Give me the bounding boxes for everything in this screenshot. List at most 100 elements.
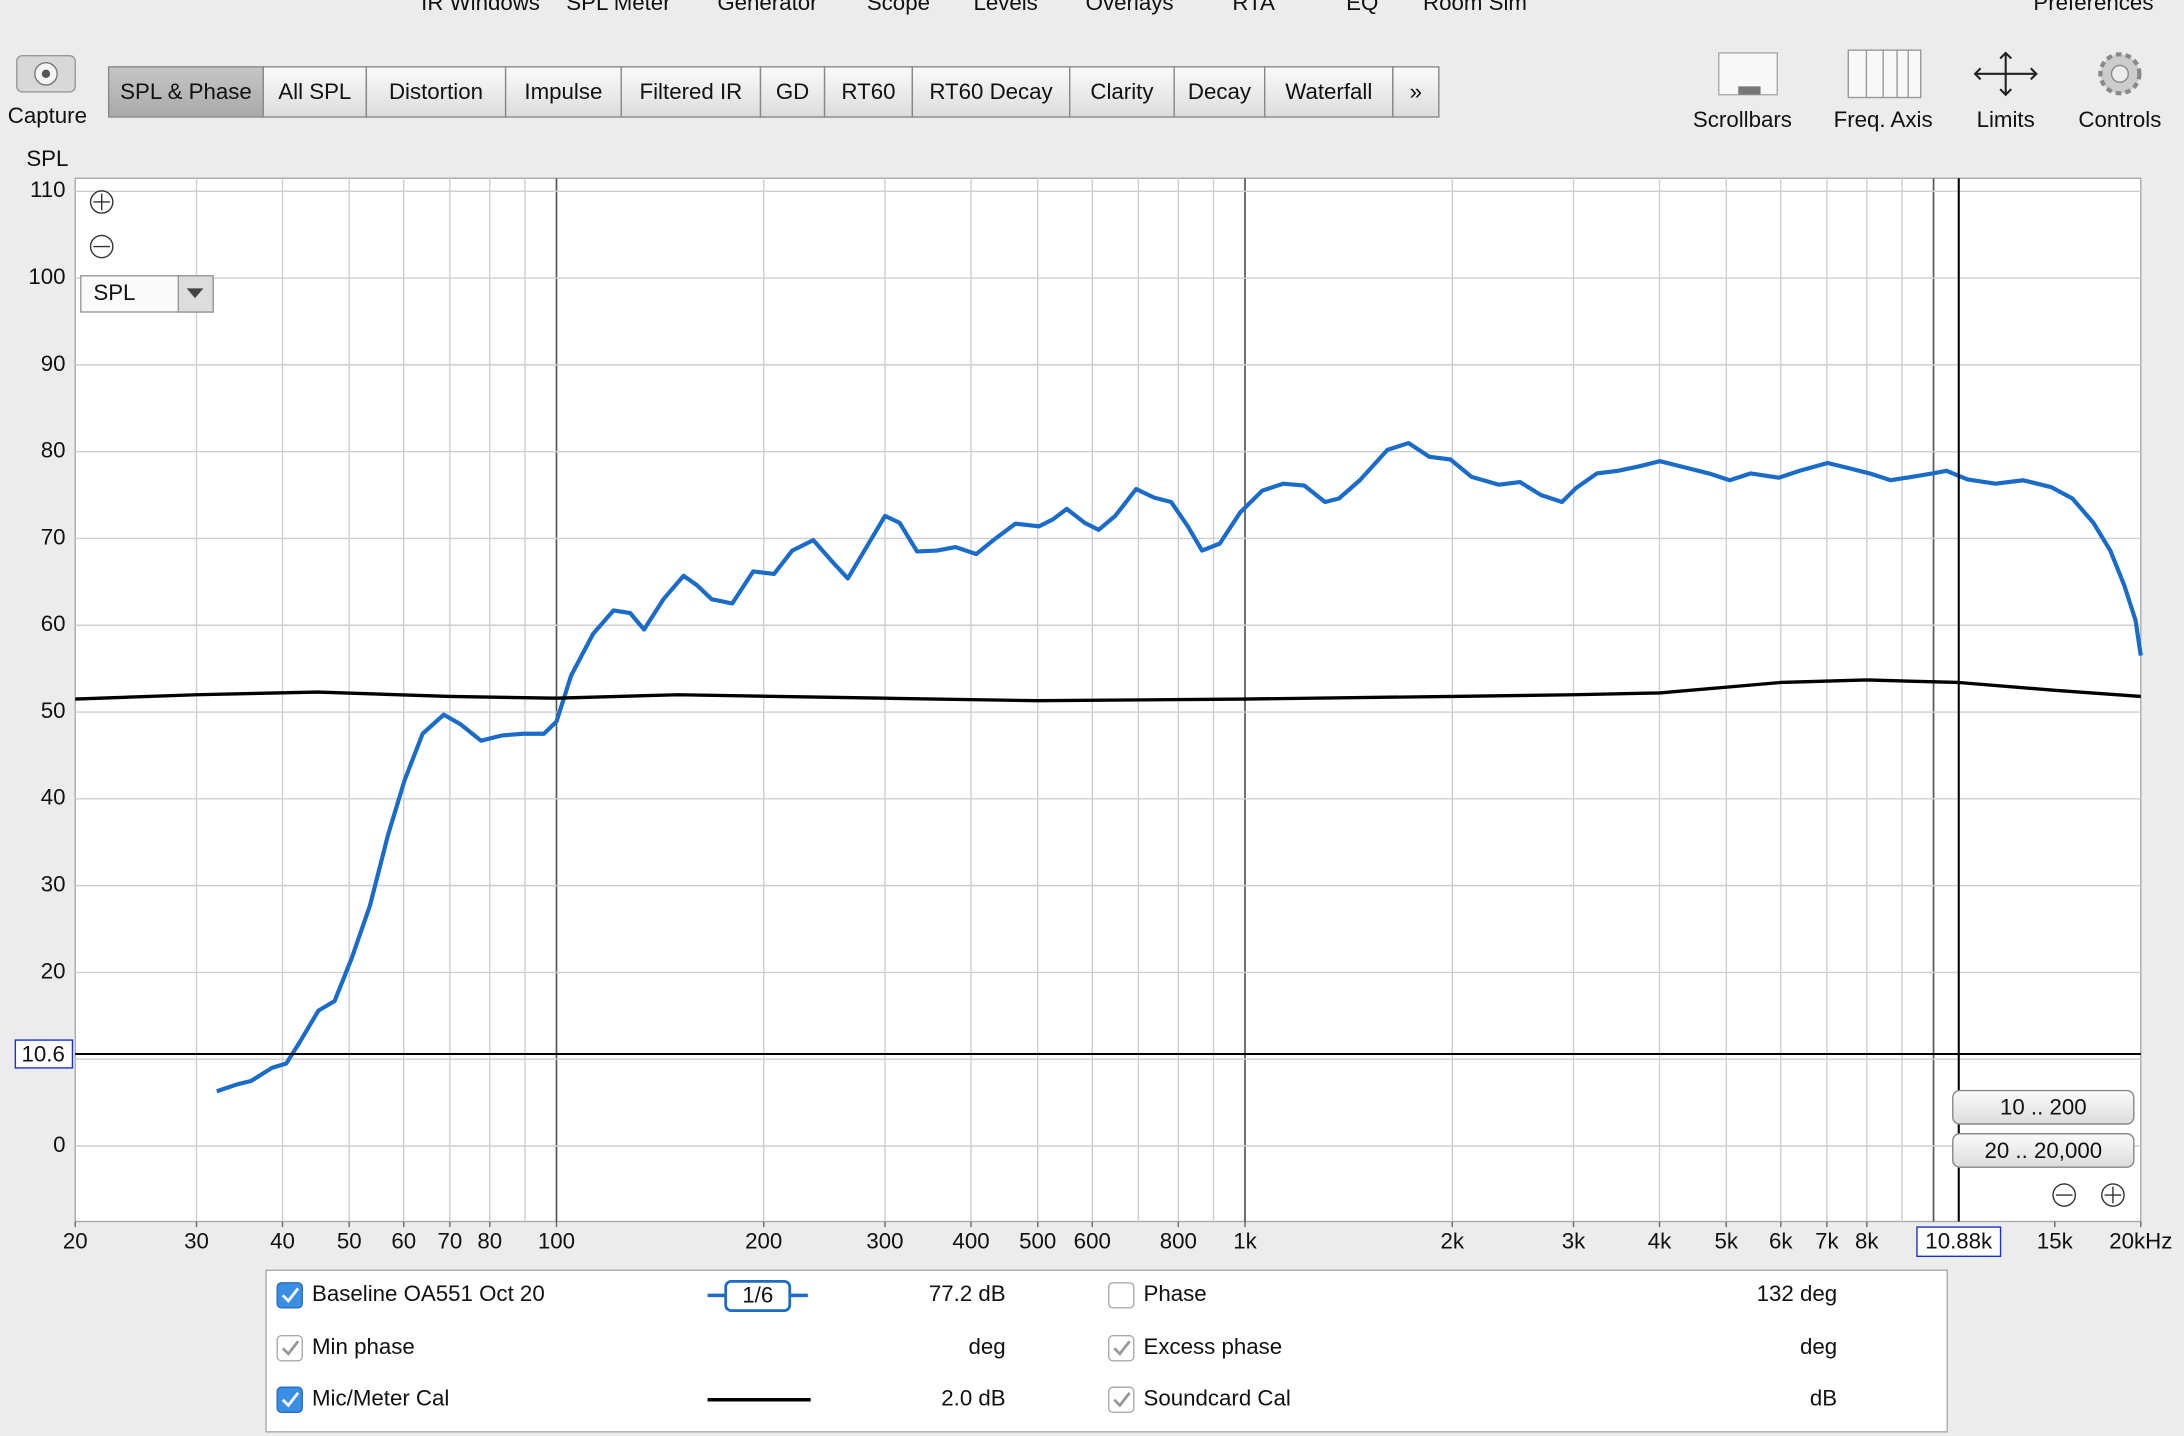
x-tick-label: 1k (1233, 1228, 1257, 1253)
x-tick-label: 5k (1715, 1228, 1739, 1253)
x-tick-label: 300 (866, 1228, 903, 1253)
scrollbars-icon[interactable] (1718, 52, 1778, 96)
dropdown-value[interactable]: SPL (93, 280, 135, 305)
legend-reading: deg (968, 1334, 1005, 1359)
tool-label[interactable]: Scrollbars (1693, 107, 1792, 132)
menu-item[interactable]: Room Sim (1423, 0, 1527, 15)
marks (75, 178, 2143, 1222)
checkbox[interactable] (1108, 1386, 1135, 1414)
smoothing-label[interactable]: 1/6 (742, 1283, 773, 1308)
menu-item[interactable]: Overlays (1086, 0, 1174, 15)
tab-label[interactable]: Impulse (524, 79, 602, 104)
zoom-button-label[interactable]: 20 .. 20,000 (1984, 1138, 2102, 1163)
cursor-y-label: 10.6 (22, 1041, 65, 1066)
tab-label[interactable]: Filtered IR (640, 79, 743, 104)
tab-label[interactable]: All SPL (278, 79, 351, 104)
legend-name: Mic/Meter Cal (312, 1386, 449, 1411)
y-tick-label: 90 (41, 351, 66, 376)
tab-label[interactable]: Waterfall (1285, 79, 1372, 104)
tool-label[interactable]: Freq. Axis (1834, 107, 1933, 132)
checkbox[interactable] (276, 1386, 303, 1414)
x-tick-label: 80 (477, 1228, 502, 1253)
zoom-button[interactable] (1952, 1089, 2135, 1125)
tab[interactable] (1264, 66, 1394, 118)
controls-icon[interactable] (2098, 52, 2142, 96)
menu-item[interactable]: EQ (1346, 0, 1378, 15)
capture-icon[interactable] (16, 55, 76, 93)
tab-label[interactable]: Clarity (1090, 79, 1154, 104)
tab-label[interactable]: RT60 (841, 79, 895, 104)
checkmark (1113, 1340, 1131, 1356)
smoothing-box[interactable] (724, 1280, 792, 1313)
checkbox[interactable] (276, 1335, 303, 1362)
zoom-x-in[interactable] (2101, 1183, 2125, 1207)
menu-item[interactable]: SPL Meter (566, 0, 671, 15)
menu-item[interactable]: IR Windows (421, 0, 540, 15)
checkbox[interactable] (1108, 1335, 1135, 1362)
tab[interactable] (504, 66, 622, 118)
tab-label[interactable]: SPL & Phase (120, 79, 252, 104)
menu-item[interactable]: Generator (717, 0, 818, 15)
x-tick-label: 20kHz (2109, 1228, 2172, 1253)
y-axis-label: SPL (26, 146, 68, 171)
x-tick-label: 4k (1648, 1228, 1672, 1253)
tab-label[interactable]: Decay (1188, 79, 1252, 104)
tab-label[interactable]: Distortion (389, 79, 483, 104)
tab-label[interactable]: GD (776, 79, 809, 104)
legend-reading: 132 deg (1757, 1281, 1837, 1306)
x-tick-label: 50 (337, 1228, 362, 1253)
cursor-y-box (14, 1039, 74, 1069)
checkmark (281, 1340, 300, 1356)
y-tick-label: 100 (28, 264, 65, 289)
legend-reading: 77.2 dB (929, 1281, 1006, 1306)
tool-label[interactable]: Controls (2078, 107, 2161, 132)
tab[interactable] (1069, 66, 1175, 118)
legend-name: Min phase (312, 1334, 415, 1359)
freq-axis-icon[interactable] (1847, 49, 1922, 99)
legend-reading: dB (1810, 1386, 1837, 1411)
x-tick-label: 800 (1160, 1228, 1197, 1253)
menu-item[interactable]: Scope (867, 0, 930, 15)
menu-item[interactable]: Levels (973, 0, 1037, 15)
legend-name: Baseline OA551 Oct 20 (312, 1281, 545, 1306)
y-tick-label: 60 (41, 611, 66, 636)
x-tick-label: 40 (270, 1228, 295, 1253)
y-tick-label: 110 (30, 177, 65, 202)
zoom-out[interactable] (89, 234, 114, 259)
checkbox[interactable] (276, 1282, 303, 1309)
zoom-button[interactable] (1952, 1133, 2135, 1168)
legend-name: Phase (1144, 1281, 1207, 1306)
zoom-button-label[interactable]: 10 .. 200 (2000, 1095, 2087, 1120)
zoom-in[interactable] (89, 190, 114, 214)
legend-name: Excess phase (1144, 1334, 1283, 1359)
limits-icon[interactable] (1973, 51, 2038, 97)
x-tick-label: 200 (745, 1228, 782, 1253)
legend-panel (265, 1269, 1948, 1433)
tab[interactable] (759, 66, 826, 118)
x-tick-label: 20 (63, 1228, 88, 1253)
zoom-x-out[interactable] (2052, 1183, 2077, 1207)
tab[interactable] (1392, 66, 1440, 118)
tab[interactable] (107, 66, 264, 118)
tab-label[interactable]: RT60 Decay (929, 79, 1053, 104)
tab[interactable] (365, 66, 507, 118)
x-tick-label: 15k (2037, 1228, 2074, 1253)
x-tick-label: 30 (184, 1228, 209, 1253)
capture-label[interactable]: Capture (8, 103, 87, 128)
cursor-x-label: 10.88k (1925, 1228, 1993, 1253)
tab-label[interactable]: » (1410, 79, 1422, 104)
y-tick-label: 50 (41, 698, 66, 723)
menu-item[interactable]: RTA (1232, 0, 1275, 15)
tab[interactable] (823, 66, 914, 118)
checkmark (281, 1391, 300, 1408)
x-tick-label: 500 (1019, 1228, 1056, 1253)
tool-label[interactable]: Limits (1977, 107, 2035, 132)
tab[interactable] (620, 66, 762, 118)
checkmark (1113, 1391, 1131, 1408)
menu-item[interactable]: Preferences (2033, 0, 2153, 15)
legend-reading: 2.0 dB (941, 1386, 1005, 1411)
checkbox[interactable] (1108, 1282, 1135, 1309)
x-tick-label: 400 (952, 1228, 989, 1253)
